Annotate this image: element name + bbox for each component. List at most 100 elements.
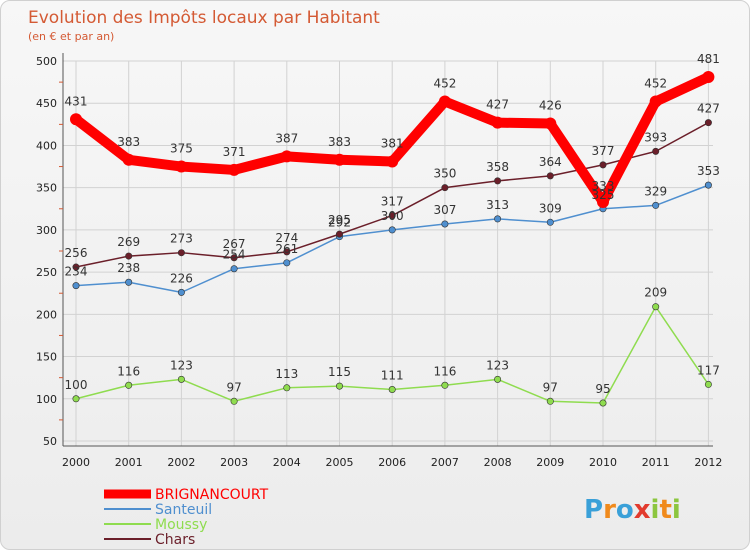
data-label-moussy-2003: 97: [226, 380, 241, 394]
data-label-santeuil-2006: 300: [381, 209, 404, 223]
point-brignancourt-2002: [175, 160, 188, 173]
data-label-santeuil-2001: 238: [117, 261, 140, 275]
data-label-moussy-2001: 116: [117, 364, 140, 378]
data-label-santeuil-2002: 226: [170, 271, 193, 285]
x-tick-label-2006: 2006: [378, 456, 406, 469]
data-label-brignancourt-2003: 371: [223, 145, 246, 159]
data-label-chars-2012: 427: [697, 102, 720, 116]
point-moussy-2004: [283, 384, 291, 392]
data-label-moussy-2010: 95: [595, 382, 610, 396]
x-tick-label-2010: 2010: [589, 456, 617, 469]
point-moussy-2011: [652, 303, 660, 311]
data-label-moussy-2004: 113: [275, 367, 298, 381]
point-brignancourt-2004: [280, 150, 293, 163]
data-label-moussy-2012: 117: [697, 363, 720, 377]
data-label-brignancourt-2010: 333: [592, 179, 615, 193]
y-tick-label-200: 200: [36, 308, 57, 321]
data-label-moussy-2006: 111: [381, 368, 404, 382]
point-moussy-2003: [230, 397, 238, 405]
point-moussy-2005: [335, 382, 343, 390]
point-santeuil-2004: [283, 259, 291, 267]
point-santeuil-2006: [388, 226, 396, 234]
data-label-santeuil-2007: 307: [433, 203, 456, 217]
point-santeuil-2001: [125, 278, 133, 286]
x-tick-label-2008: 2008: [484, 456, 512, 469]
data-label-chars-2007: 350: [433, 167, 456, 181]
legend-label-chars: Chars: [155, 532, 195, 548]
data-label-chars-2002: 273: [170, 232, 193, 246]
point-brignancourt-2010: [597, 196, 609, 209]
data-label-santeuil-2009: 309: [539, 201, 562, 215]
data-label-chars-2009: 364: [539, 155, 562, 169]
data-labels: 431 383 375 371 387 383 381 452 427 426 333 452 481 2…: [65, 52, 720, 396]
x-tick-label-2003: 2003: [220, 456, 248, 469]
logo-text: Proxiti: [584, 495, 681, 525]
x-tick-label-2012: 2012: [694, 456, 722, 469]
y-tick-label-250: 250: [36, 266, 57, 279]
proxiti-logo: Proxiti: [584, 495, 681, 525]
data-label-chars-2006: 317: [381, 195, 404, 209]
data-label-santeuil-2010: 325: [592, 188, 615, 202]
data-label-santeuil-2003: 254: [223, 248, 246, 262]
data-label-moussy-2000: 100: [65, 378, 88, 392]
point-santeuil-2003: [230, 265, 238, 273]
point-chars-2011: [652, 147, 660, 155]
point-santeuil-2000: [72, 282, 80, 290]
data-label-moussy-2007: 116: [433, 364, 456, 378]
point-moussy-2000: [72, 395, 80, 403]
x-tick-label-2011: 2011: [642, 456, 670, 469]
y-tick-label-450: 450: [36, 97, 57, 110]
point-chars-2006: [388, 212, 396, 220]
point-moussy-2012: [704, 380, 712, 388]
point-santeuil-2008: [494, 215, 502, 223]
x-tick-label-2002: 2002: [167, 456, 195, 469]
data-label-santeuil-2012: 353: [697, 164, 720, 178]
data-label-brignancourt-2002: 375: [170, 142, 193, 156]
series-group: [70, 71, 715, 407]
logo-letter: P: [584, 495, 603, 525]
legend-label-moussy: Moussy: [155, 517, 207, 533]
point-brignancourt-2011: [649, 95, 662, 108]
point-brignancourt-2012: [702, 71, 715, 84]
data-label-brignancourt-2008: 427: [486, 98, 509, 112]
data-label-chars-2008: 358: [486, 160, 509, 174]
x-tick-label-2005: 2005: [326, 456, 354, 469]
point-brignancourt-2008: [491, 116, 504, 129]
y-tick-label-100: 100: [36, 393, 57, 406]
point-chars-2009: [546, 172, 554, 180]
data-label-chars-2011: 393: [644, 130, 667, 144]
data-label-santeuil-2000: 234: [65, 265, 88, 279]
y-tick-label-400: 400: [36, 139, 57, 152]
point-santeuil-2007: [441, 220, 449, 228]
data-label-moussy-2008: 123: [486, 358, 509, 372]
y-tick-label-50: 50: [43, 435, 57, 448]
point-brignancourt-2009: [544, 117, 557, 130]
data-label-brignancourt-2009: 426: [539, 98, 562, 112]
point-chars-2000: [72, 263, 80, 271]
data-label-santeuil-2004: 261: [275, 242, 298, 256]
point-chars-2008: [494, 177, 502, 185]
point-brignancourt-2005: [333, 153, 346, 166]
data-label-brignancourt-2000: 431: [65, 94, 88, 108]
data-label-chars-2003: 267: [223, 237, 246, 251]
point-chars-2012: [704, 119, 712, 127]
data-label-brignancourt-2012: 481: [697, 52, 720, 66]
data-label-chars-2010: 377: [592, 144, 615, 158]
x-tick-label-2009: 2009: [536, 456, 564, 469]
logo-letter: r: [603, 495, 616, 525]
y-tick-label-300: 300: [36, 224, 57, 237]
legend-label-brignancourt: BRIGNANCOURT: [155, 487, 269, 503]
point-brignancourt-2001: [122, 153, 135, 166]
logo-letter: o: [616, 495, 634, 525]
point-brignancourt-2006: [386, 155, 399, 168]
y-tick-label-150: 150: [36, 351, 57, 364]
data-label-chars-2005: 295: [328, 213, 351, 227]
x-tick-label-2007: 2007: [431, 456, 459, 469]
logo-letter: i: [672, 495, 681, 525]
chart-title: Evolution des Impôts locaux par Habitant: [28, 8, 380, 28]
point-brignancourt-2003: [228, 163, 241, 176]
x-tick-label-2000: 2000: [62, 456, 90, 469]
